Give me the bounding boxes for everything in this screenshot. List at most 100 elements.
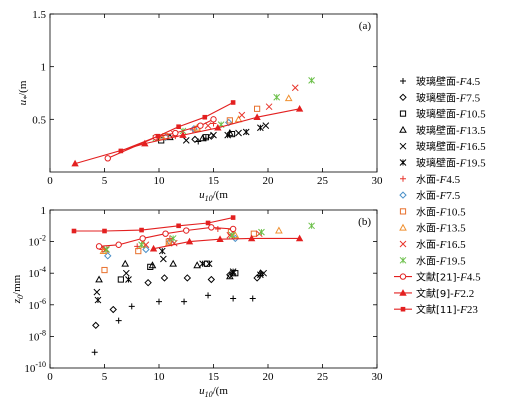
series — [149, 234, 304, 252]
legend-entry: 水面-F10.5 — [399, 206, 466, 218]
legend-marker — [400, 306, 406, 312]
legend-label: 水面-F7.5 — [416, 190, 461, 202]
legend-label: 文献[21]-F4.5 — [416, 271, 481, 284]
x-axis-label: u10/(m — [199, 385, 228, 399]
data-point — [147, 263, 154, 270]
data-point — [265, 103, 273, 111]
legend-entry: 水面-F4.5 — [400, 174, 461, 186]
data-point — [115, 317, 122, 324]
panel-label: (a) — [359, 20, 372, 32]
data-point — [165, 238, 172, 245]
data-point — [214, 123, 222, 131]
series — [118, 100, 236, 154]
data-point — [284, 94, 293, 102]
data-point — [249, 295, 256, 302]
data-point — [176, 223, 181, 229]
data-point — [94, 296, 102, 304]
legend-marker — [399, 125, 407, 133]
data-point — [210, 131, 217, 139]
data-point — [172, 129, 179, 137]
data-point — [207, 132, 216, 140]
legend-marker — [400, 78, 406, 84]
legend-label: 文献[11]-F23 — [416, 303, 478, 316]
legend-label: 文献[9]-F2.2 — [416, 287, 474, 300]
data-point — [148, 261, 157, 269]
data-point — [197, 122, 204, 129]
data-point — [224, 131, 232, 139]
legend-label: 水面-F16.5 — [416, 239, 466, 251]
legend-entry: 玻璃壁面-F7.5 — [399, 91, 481, 104]
y-tick-label: 10-10 — [24, 360, 46, 375]
legend-entry: 水面-F7.5 — [399, 190, 461, 202]
legend-entry: 水面-F16.5 — [399, 239, 466, 251]
y-tick-label: 10-2 — [28, 234, 46, 249]
legend-entry: 文献[21]-F4.5 — [394, 271, 481, 284]
y-axis-label: u*/(m — [17, 80, 31, 105]
data-point — [254, 105, 261, 112]
data-point — [139, 235, 146, 242]
data-point — [169, 235, 177, 242]
data-point — [253, 113, 261, 121]
data-point — [257, 271, 264, 279]
data-point — [71, 228, 77, 234]
series — [71, 104, 304, 167]
data-point — [118, 148, 124, 154]
data-point — [115, 241, 122, 248]
data-point — [95, 243, 103, 250]
series — [71, 215, 236, 234]
x-tick-label: 20 — [263, 175, 275, 187]
data-point — [260, 269, 267, 277]
legend-marker — [399, 142, 407, 150]
data-point — [226, 272, 234, 280]
legend-label: 玻璃壁面-F4.5 — [416, 75, 481, 88]
data-point — [191, 135, 199, 144]
data-point — [169, 259, 178, 267]
data-point — [160, 255, 167, 263]
data-point — [156, 298, 162, 305]
data-point — [238, 111, 246, 119]
data-point — [258, 228, 265, 236]
legend-entry: 文献[9]-F2.2 — [394, 287, 474, 300]
data-point — [135, 247, 142, 255]
series — [104, 116, 217, 162]
data-point — [101, 266, 108, 274]
data-point — [128, 303, 135, 310]
x-axis-label: u10/(m — [199, 189, 228, 203]
data-point — [205, 292, 212, 299]
series — [91, 292, 256, 356]
data-point — [273, 93, 281, 101]
data-point — [121, 259, 130, 267]
data-point — [102, 246, 109, 253]
x-tick-label: 5 — [102, 175, 108, 187]
data-point — [199, 260, 206, 268]
legend-entry: 玻璃壁面-F16.5 — [399, 140, 486, 153]
y-tick-label: 0.5 — [32, 114, 46, 126]
data-point — [139, 227, 144, 233]
data-point — [141, 139, 149, 147]
data-point — [103, 246, 111, 253]
data-point — [183, 274, 192, 282]
data-point — [262, 122, 270, 130]
data-point — [142, 245, 150, 254]
legend-label: 玻璃壁面-F7.5 — [416, 91, 481, 104]
data-point — [95, 275, 103, 283]
panel-a: 0 5 10 15 20 25 30 0.5 1 1.5 (a) u10/(m u*/(m — [17, 9, 383, 203]
data-point — [202, 114, 208, 120]
plot-frame — [49, 13, 378, 173]
legend-marker — [399, 289, 407, 296]
data-point — [226, 117, 233, 124]
data-point — [230, 215, 236, 220]
legend-entry: 玻璃壁面-F13.5 — [399, 124, 486, 137]
data-point — [183, 227, 190, 234]
data-point — [226, 128, 234, 136]
data-point — [158, 247, 166, 255]
data-point — [291, 84, 299, 92]
y-tick-label: 1 — [41, 62, 47, 74]
x-tick-label: 20 — [263, 371, 275, 383]
legend-entry: 玻璃壁面-F19.5 — [399, 157, 486, 170]
x-tick-label: 15 — [208, 175, 220, 187]
series — [102, 230, 263, 253]
legend-marker — [399, 208, 407, 215]
panel-b: 0 5 10 15 20 25 30 1 10-2 10-4 10-6 10-8 10-10 (b) u10… — [11, 205, 383, 399]
x-tick-label: 15 — [208, 371, 220, 383]
